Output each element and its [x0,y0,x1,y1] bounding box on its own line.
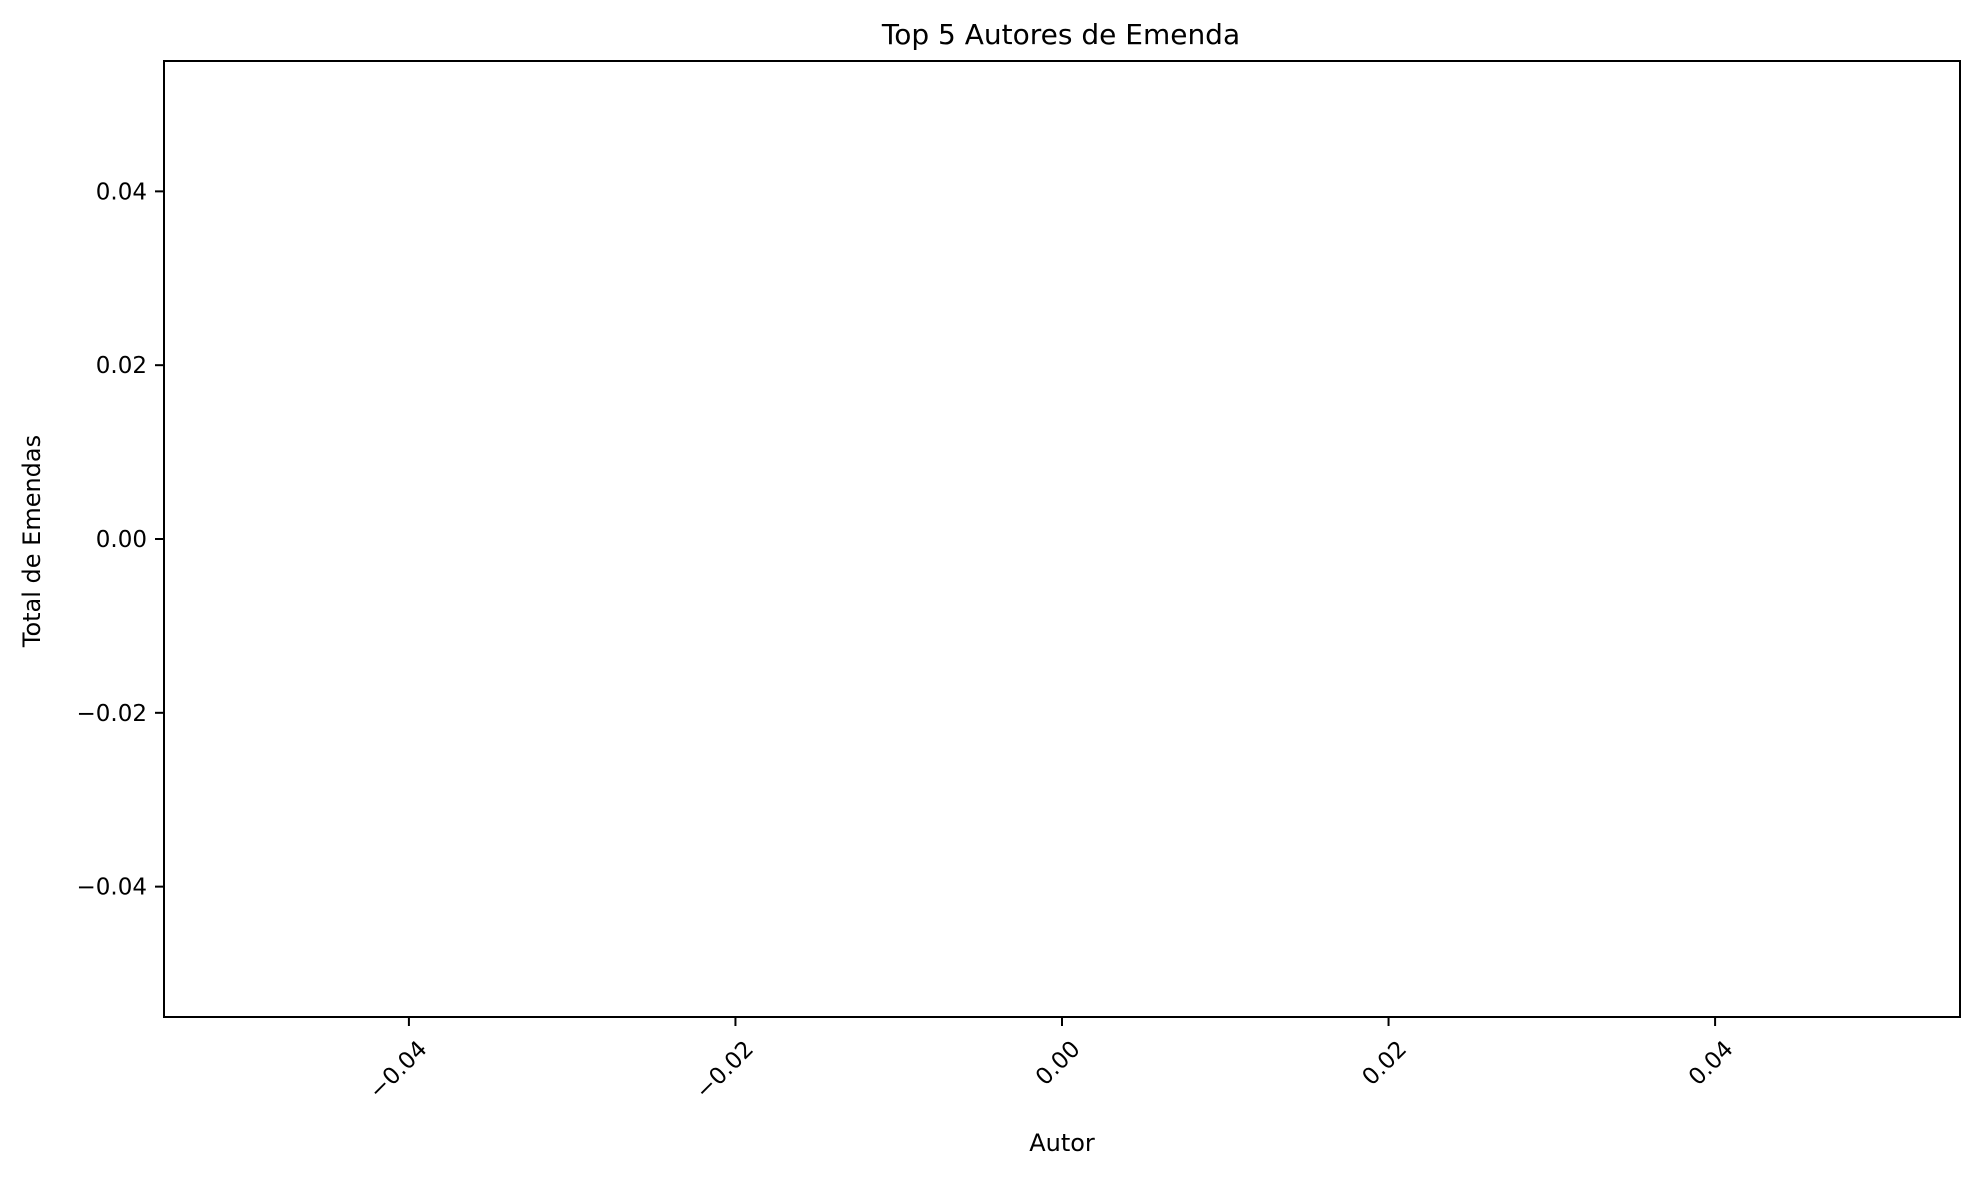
chart-title: Top 5 Autores de Emenda [881,18,1240,51]
x-axis-label: Autor [1029,1129,1095,1157]
y-tick-label: 0.00 [96,527,147,553]
y-axis-label: Total de Emendas [18,435,46,648]
y-tick-label: −0.04 [77,875,147,901]
y-tick-label: 0.04 [96,179,147,205]
plot-area-frame [163,60,1961,1018]
y-axis-ticks: 0.04 0.02 0.00 −0.02 −0.04 [77,179,164,901]
y-tick-label: 0.02 [96,353,147,379]
y-tick-label: −0.02 [77,701,147,727]
